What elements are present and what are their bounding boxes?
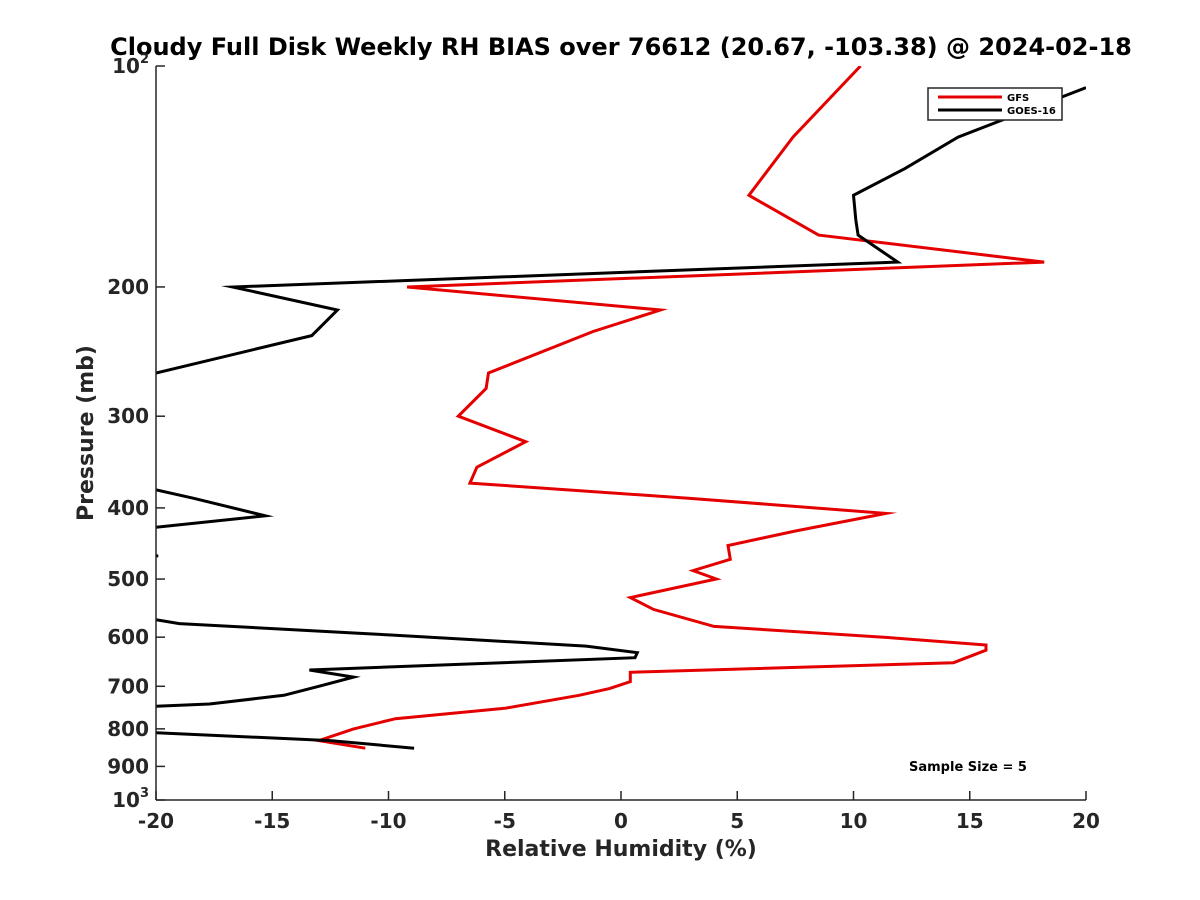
- y-tick-label: 400: [107, 496, 149, 520]
- x-tick-label: 5: [730, 809, 744, 833]
- y-tick-label: 200: [107, 275, 149, 299]
- legend-label-gfs: GFS: [1007, 93, 1029, 104]
- y-tick-label: 700: [107, 674, 149, 698]
- series-layer: [156, 66, 1086, 750]
- y-tick-label: 600: [107, 625, 149, 649]
- x-tick-label: -5: [494, 809, 516, 833]
- x-tick-label: 0: [614, 809, 628, 833]
- y-axis: 102 200 300 400 500 600 700 800 900 103: [107, 52, 165, 812]
- legend-label-goes-16: GOES-16: [1007, 106, 1056, 117]
- x-tick-label: 10: [840, 809, 868, 833]
- chart-title: Cloudy Full Disk Weekly RH BIAS over 766…: [110, 33, 1132, 61]
- sample-size-annotation: Sample Size = 5: [909, 760, 1027, 775]
- series-line-goes-16-5: [156, 731, 415, 750]
- legend-box: [927, 87, 1063, 121]
- x-tick-label: -20: [138, 809, 174, 833]
- y-tick-label: 103: [112, 786, 149, 812]
- x-axis-label: Relative Humidity (%): [485, 837, 757, 862]
- y-axis-label: Pressure (mb): [74, 345, 99, 521]
- legend: GFS GOES-16: [927, 87, 1063, 121]
- series-line-goes-16-2: [156, 488, 275, 529]
- y-tick-label: 102: [112, 52, 149, 78]
- series-line-goes-16-4: [156, 618, 640, 708]
- y-tick-label: 900: [107, 754, 149, 778]
- x-tick-label: -10: [370, 809, 406, 833]
- x-tick-label: 15: [956, 809, 984, 833]
- x-tick-label: -15: [254, 809, 290, 833]
- y-tick-label: 500: [107, 567, 149, 591]
- x-tick-label: 20: [1072, 809, 1100, 833]
- series-line-gfs-1: [312, 66, 1045, 750]
- y-tick-label: 300: [107, 404, 149, 428]
- x-axis: -20 -15 -10 -5 0 5 10 15 20: [138, 791, 1100, 833]
- y-tick-label: 800: [107, 717, 149, 741]
- series-line-goes-16-1: [156, 86, 1086, 375]
